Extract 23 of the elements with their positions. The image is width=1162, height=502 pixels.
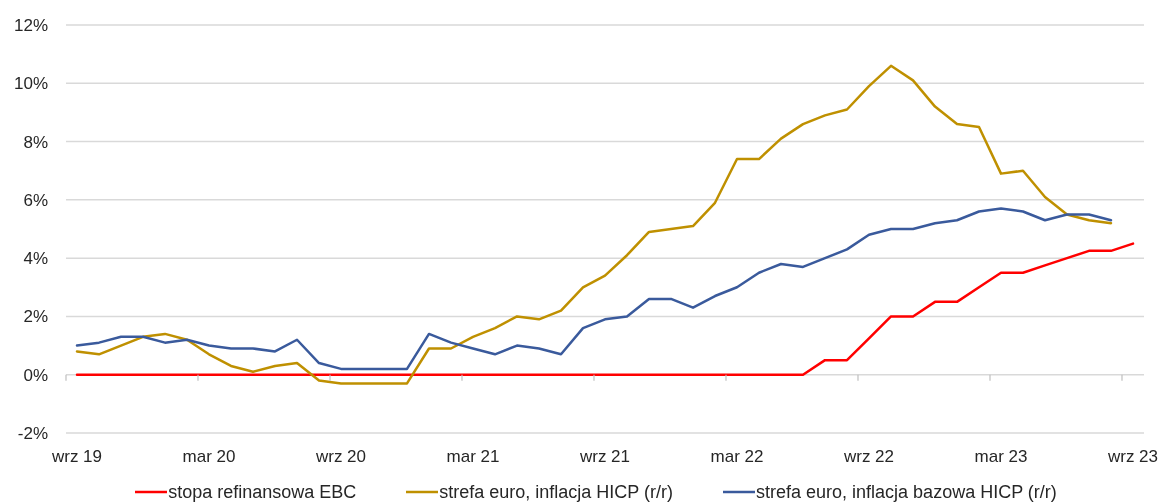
x-tick-label: wrz 19 [50,447,103,466]
y-tick-label: 4% [23,249,48,269]
x-tick-label: mar 21 [446,447,500,466]
legend-label: stopa refinansowa EBC [168,482,357,502]
x-tick-label: wrz 22 [842,447,895,466]
x-tick-label: wrz 20 [314,447,367,466]
x-tick-label: wrz 23 [1106,447,1159,466]
y-tick-label: 6% [23,190,48,210]
y-tick-label: 8% [23,132,48,152]
x-tick-label: mar 23 [974,447,1028,466]
line-series [75,64,1113,385]
y-tick-label: -2% [17,424,48,444]
x-tick-label: mar 20 [182,447,236,466]
line-series [75,207,1113,371]
legend-label: strefa euro, inflacja bazowa HICP (r/r) [756,482,1057,502]
y-tick-label: 2% [23,307,48,327]
line-series [75,242,1135,376]
y-tick-label: 0% [23,365,48,385]
y-tick-label: 10% [13,74,48,94]
legend-label: strefa euro, inflacja HICP (r/r) [439,482,674,502]
x-tick-label: mar 22 [710,447,764,466]
x-tick-label: wrz 21 [578,447,631,466]
y-tick-label: 12% [13,16,48,36]
